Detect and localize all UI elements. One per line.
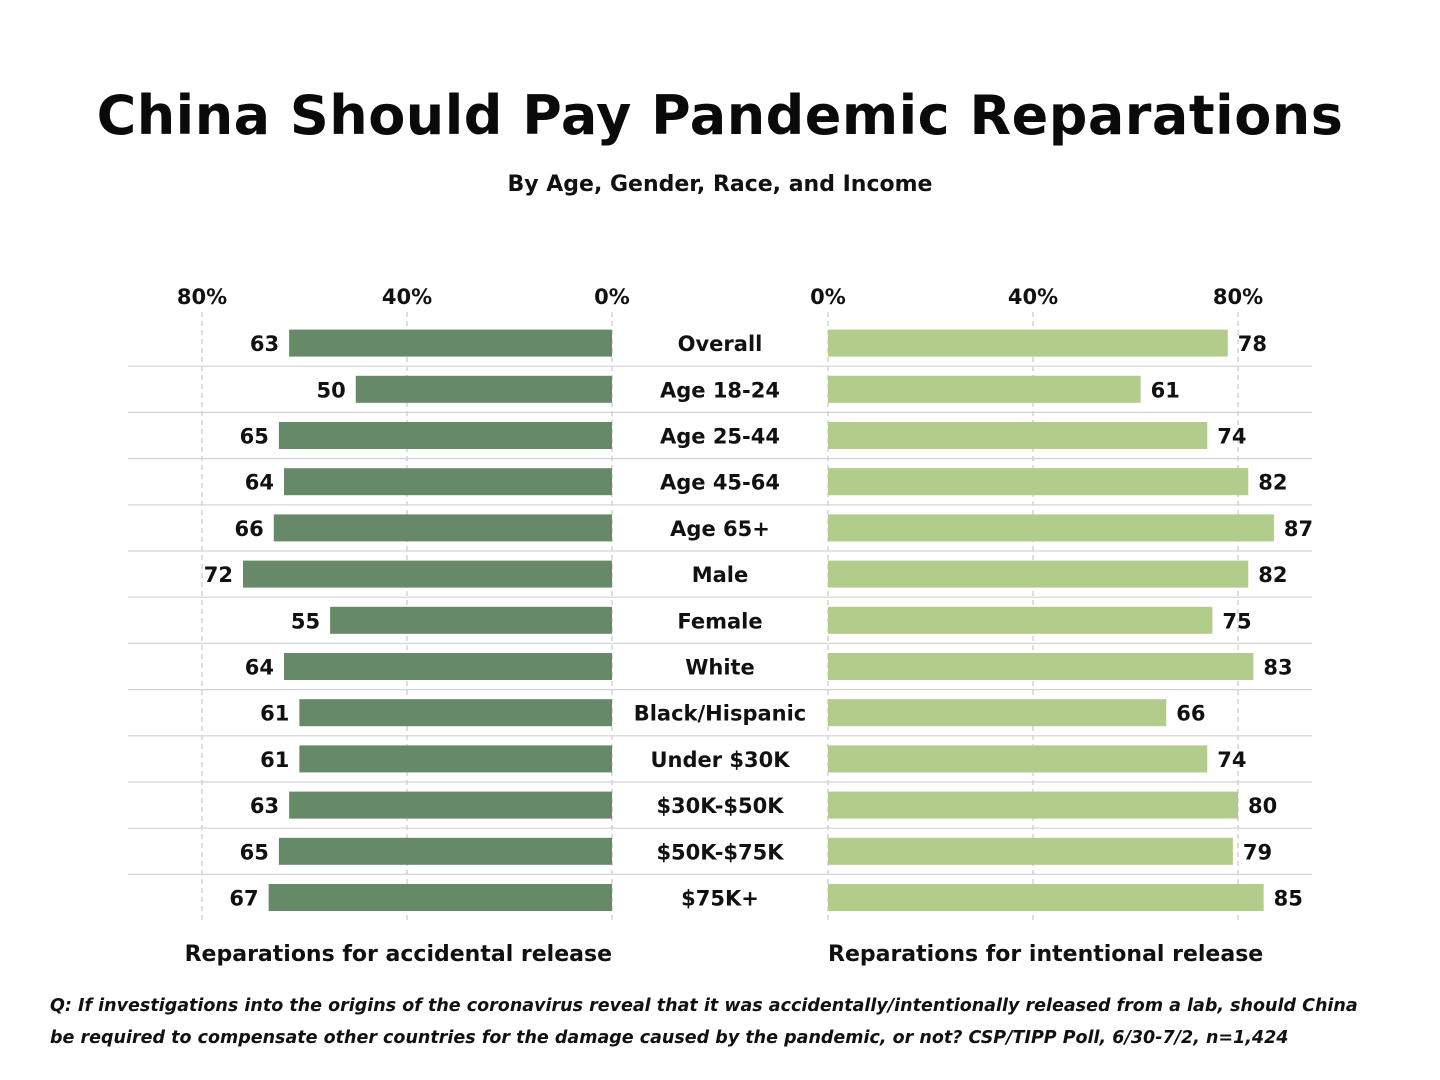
accidental-value-label: 61 xyxy=(260,748,289,772)
category-label: Overall xyxy=(678,332,763,356)
category-label: Under $30K xyxy=(650,748,790,772)
intentional-value-label: 82 xyxy=(1258,471,1287,495)
chart-title: China Should Pay Pandemic Reparations xyxy=(96,84,1344,147)
accidental-value-label: 63 xyxy=(250,794,279,818)
intentional-value-label: 80 xyxy=(1248,794,1277,818)
intentional-bar xyxy=(828,837,1233,865)
category-label: $30K-$50K xyxy=(656,794,784,818)
accidental-bar xyxy=(289,329,612,357)
intentional-bar xyxy=(828,791,1238,819)
intentional-value-label: 83 xyxy=(1263,656,1292,680)
accidental-bar xyxy=(268,884,612,911)
intentional-value-label: 74 xyxy=(1217,748,1246,772)
accidental-value-label: 65 xyxy=(240,425,269,449)
intentional-value-label: 61 xyxy=(1151,378,1180,402)
intentional-bar xyxy=(828,468,1249,496)
intentional-bar xyxy=(828,653,1254,680)
accidental-bar xyxy=(278,837,612,865)
category-label: Black/Hispanic xyxy=(634,702,807,726)
intentional-value-label: 78 xyxy=(1238,332,1267,356)
left-tick-label: 0% xyxy=(594,285,630,309)
intentional-bar xyxy=(828,745,1208,773)
intentional-bar xyxy=(828,560,1249,588)
right-axis-title: Reparations for intentional release xyxy=(828,942,1264,967)
intentional-bar xyxy=(828,699,1167,727)
accidental-bar xyxy=(284,653,612,680)
accidental-bar xyxy=(299,699,612,727)
category-label: Age 25-44 xyxy=(660,425,780,449)
intentional-bar xyxy=(828,606,1213,634)
accidental-value-label: 64 xyxy=(245,471,274,495)
intentional-bar xyxy=(828,884,1264,911)
accidental-value-label: 55 xyxy=(291,609,320,633)
category-label: $75K+ xyxy=(681,887,759,911)
accidental-bar xyxy=(355,375,612,403)
category-label: Age 45-64 xyxy=(660,471,780,495)
accidental-value-label: 66 xyxy=(235,517,264,541)
category-label: $50K-$75K xyxy=(656,840,784,864)
category-label: Age 18-24 xyxy=(660,378,780,402)
chart-subtitle: By Age, Gender, Race, and Income xyxy=(507,172,933,197)
footnote-line-1: Q: If investigations into the origins of… xyxy=(50,996,1358,1016)
intentional-value-label: 87 xyxy=(1284,517,1313,541)
right-tick-label: 0% xyxy=(810,285,846,309)
accidental-bar xyxy=(243,560,612,588)
left-tick-label: 40% xyxy=(382,285,432,309)
category-label: Female xyxy=(677,609,762,633)
accidental-bar xyxy=(289,791,612,819)
accidental-bar xyxy=(273,514,612,542)
survey-footnote: Q: If investigations into the origins of… xyxy=(50,990,1370,1054)
accidental-value-label: 67 xyxy=(229,887,258,911)
accidental-value-label: 50 xyxy=(317,378,346,402)
accidental-bar xyxy=(278,422,612,449)
accidental-bar xyxy=(284,468,612,496)
intentional-value-label: 82 xyxy=(1258,563,1287,587)
footnote-line-2: be required to compensate other countrie… xyxy=(50,1028,1289,1048)
accidental-value-label: 61 xyxy=(260,702,289,726)
intentional-value-label: 66 xyxy=(1176,702,1205,726)
intentional-bar xyxy=(828,422,1208,449)
right-tick-label: 40% xyxy=(1008,285,1058,309)
intentional-value-label: 75 xyxy=(1222,609,1251,633)
intentional-bar xyxy=(828,514,1274,542)
accidental-bar xyxy=(330,606,612,634)
right-tick-label: 80% xyxy=(1213,285,1263,309)
intentional-value-label: 85 xyxy=(1274,887,1303,911)
accidental-value-label: 64 xyxy=(245,656,274,680)
accidental-value-label: 63 xyxy=(250,332,279,356)
accidental-value-label: 72 xyxy=(204,563,233,587)
category-label: Age 65+ xyxy=(670,517,770,541)
category-label: Male xyxy=(692,563,749,587)
left-axis-title: Reparations for accidental release xyxy=(184,942,612,967)
category-label: White xyxy=(685,656,755,680)
accidental-bar xyxy=(299,745,612,773)
intentional-value-label: 74 xyxy=(1217,425,1246,449)
intentional-value-label: 79 xyxy=(1243,840,1272,864)
intentional-bar xyxy=(828,375,1141,403)
accidental-value-label: 65 xyxy=(240,840,269,864)
left-tick-label: 80% xyxy=(177,285,227,309)
intentional-bar xyxy=(828,329,1228,357)
